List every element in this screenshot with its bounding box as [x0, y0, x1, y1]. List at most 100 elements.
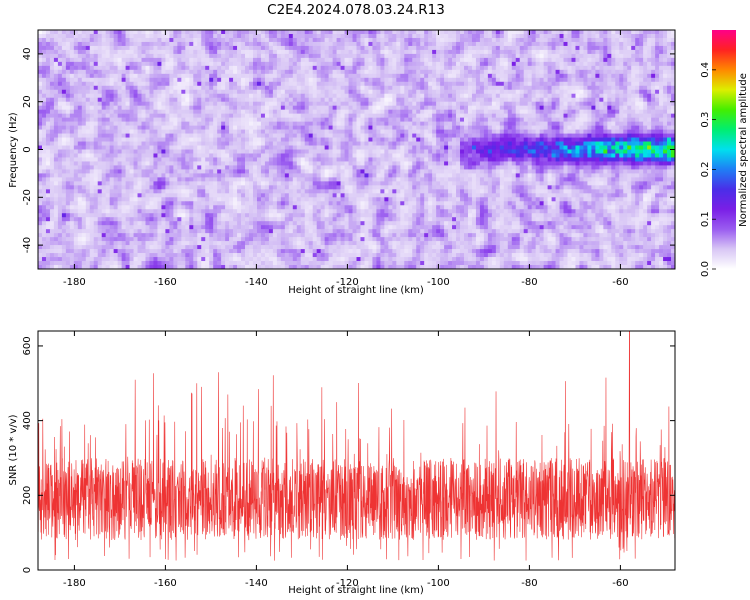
heatmap-cell: [671, 73, 676, 79]
heatmap-cell: [101, 37, 106, 43]
heatmap-cell: [384, 145, 389, 150]
heatmap-cell: [659, 85, 664, 91]
heatmap-cell: [169, 37, 174, 43]
heatmap-cell: [519, 109, 525, 114]
heatmap-cell: [197, 57, 202, 63]
heatmap-cell: [53, 125, 59, 130]
heatmap-cell: [109, 97, 114, 102]
heatmap-cell: [300, 89, 306, 95]
heatmap-cell: [65, 85, 71, 91]
heatmap-cell: [543, 149, 548, 154]
heatmap-cell: [125, 93, 130, 99]
heatmap-cell: [627, 97, 632, 102]
heatmap-cell: [543, 133, 548, 138]
heatmap-cell: [149, 49, 154, 55]
heatmap-cell: [221, 93, 226, 99]
heatmap-cell: [233, 97, 238, 102]
heatmap-cell: [436, 101, 441, 106]
heatmap-cell: [452, 30, 457, 35]
heatmap-cell: [117, 109, 122, 114]
heatmap-cell: [241, 89, 246, 95]
heatmap-cell: [440, 73, 445, 79]
heatmap-cell: [607, 105, 612, 110]
heatmap-cell: [392, 105, 397, 110]
heatmap-cell: [332, 137, 337, 142]
heatmap-cell: [145, 49, 150, 55]
heatmap-cell: [237, 57, 242, 63]
heatmap-cell: [619, 69, 624, 75]
heatmap-cell: [264, 89, 270, 95]
heatmap-cell: [245, 37, 250, 43]
heatmap-cell: [340, 45, 345, 51]
heatmap-cell: [296, 121, 302, 126]
heatmap-cell: [81, 77, 87, 83]
heatmap-cell: [117, 89, 122, 95]
heatmap-cell: [348, 49, 353, 55]
heatmap-cell: [607, 117, 612, 122]
heatmap-cell: [141, 89, 146, 95]
heatmap-cell: [591, 101, 596, 106]
heatmap-cell: [460, 49, 465, 55]
heatmap-cell: [125, 85, 130, 91]
heatmap-cell: [41, 53, 47, 59]
heatmap-cell: [149, 113, 154, 118]
heatmap-cell: [647, 73, 652, 79]
heatmap-cell: [61, 149, 67, 154]
heatmap-cell: [448, 81, 453, 87]
heatmap-cell: [276, 49, 282, 55]
heatmap-cell: [547, 145, 552, 150]
heatmap-cell: [651, 117, 656, 122]
heatmap-cell: [567, 73, 572, 79]
heatmap-cell: [531, 30, 536, 35]
heatmap-cell: [264, 101, 270, 106]
heatmap-cell: [611, 113, 616, 118]
heatmap-cell: [531, 137, 536, 142]
heatmap-cell: [272, 49, 278, 55]
heatmap-cell: [149, 65, 154, 71]
heatmap-cell: [145, 101, 150, 106]
heatmap-cell: [45, 85, 51, 91]
heatmap-cell: [193, 61, 198, 67]
heatmap-cell: [663, 141, 668, 146]
heatmap-cell: [161, 137, 166, 142]
heatmap-cell: [129, 33, 134, 39]
heatmap-cell: [591, 33, 596, 39]
heatmap-cell: [659, 69, 664, 75]
heatmap-cell: [189, 133, 194, 138]
heatmap-cell: [324, 93, 329, 99]
heatmap-cell: [288, 33, 294, 39]
heatmap-cell: [209, 113, 214, 118]
heatmap-cell: [145, 133, 150, 138]
heatmap-cell: [213, 53, 218, 59]
heatmap-cell: [372, 117, 377, 122]
heatmap-cell: [181, 49, 186, 55]
heatmap-cell: [639, 45, 644, 51]
heatmap-cell: [57, 30, 63, 35]
heatmap-cell: [428, 105, 433, 110]
heatmap-cell: [189, 125, 194, 130]
heatmap-cell: [300, 49, 306, 55]
heatmap-cell: [356, 149, 361, 154]
heatmap-cell: [595, 53, 600, 59]
heatmap-cell: [384, 133, 389, 138]
heatmap-cell: [467, 141, 473, 146]
heatmap-cell: [463, 45, 469, 51]
heatmap-cell: [332, 121, 337, 126]
heatmap-cell: [527, 113, 532, 118]
heatmap-cell: [97, 117, 102, 122]
heatmap-cell: [471, 53, 477, 59]
heatmap-cell: [245, 53, 250, 59]
heatmap-cell: [475, 97, 481, 102]
heatmap-cell: [432, 41, 437, 47]
heatmap-cell: [85, 33, 91, 39]
heatmap-cell: [57, 69, 63, 75]
heatmap-cell: [288, 73, 294, 79]
heatmap-cell: [575, 129, 580, 134]
heatmap-cell: [551, 61, 556, 67]
heatmap-cell: [595, 129, 600, 134]
heatmap-cell: [193, 85, 198, 91]
heatmap-cell: [563, 65, 568, 71]
heatmap-cell: [663, 81, 668, 87]
heatmap-cell: [272, 69, 278, 75]
heatmap-cell: [157, 77, 162, 83]
